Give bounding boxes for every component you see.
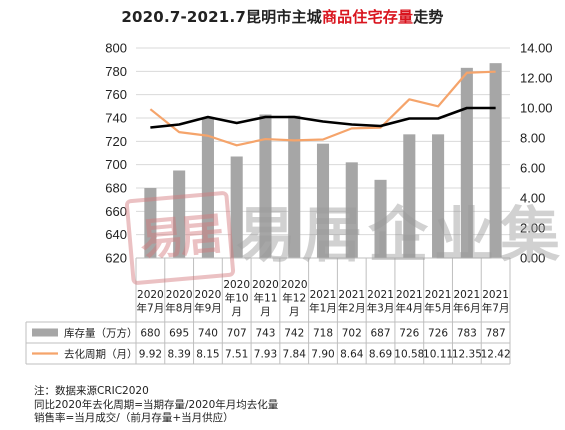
x-category-label: 2020 [281,279,308,291]
x-category-label: 年7月 [137,302,165,315]
y-right-tick-label: 2.00 [520,221,545,236]
data-label-cycle: 7.93 [254,349,277,361]
x-category-label: 年11 [254,292,278,305]
data-label-cycle: 8.69 [369,349,392,361]
x-category-label: 2021 [396,289,423,301]
y-left-tick-label: 740 [105,111,127,126]
x-category-label: 月 [260,306,271,318]
notes: 注：数据来源CRIC2020 同比2020年去化周期=当期存量/2020年月均去… [34,385,278,426]
data-label-inventory: 726 [428,328,448,340]
y-left-tick-label: 680 [105,181,127,196]
y-left-tick-label: 640 [105,227,127,242]
bar [460,67,473,258]
x-category-label: 2020 [252,279,279,291]
data-label-cycle: 10.11 [423,349,453,361]
data-label-cycle: 9.92 [139,349,162,361]
x-category-label: 2020 [166,289,193,301]
bar [230,156,243,258]
x-category-label: 年1月 [309,302,337,315]
y-left-tick-label: 720 [105,134,127,149]
bar [201,118,214,258]
x-category-label: 2021 [367,289,394,301]
note-line: 注：数据来源CRIC2020 [34,385,149,397]
data-label-inventory: 740 [198,328,218,340]
y-right-tick-label: 8.00 [520,131,545,146]
x-category-label: 2020 [137,289,164,301]
data-label-inventory: 743 [255,328,275,340]
data-label-inventory: 783 [457,328,477,340]
data-label-cycle: 7.90 [311,349,334,361]
data-label-inventory: 742 [284,328,304,340]
data-label-inventory: 695 [169,328,189,340]
data-label-cycle: 12.42 [481,349,511,361]
bar [489,63,502,258]
y-left-tick-label: 760 [105,87,127,102]
bar [316,143,330,258]
y-left-tick-label: 620 [105,251,127,266]
bar [288,115,301,259]
x-category-label: 2021 [453,289,480,301]
data-label-inventory: 702 [342,328,362,340]
x-category-label: 2021 [338,289,365,301]
x-category-label: 月 [289,306,300,318]
chart-title: 2020.7-2021.7昆明市主城商品住宅存量走势 [121,8,444,26]
y-left-tick-label: 660 [105,204,127,219]
note-line: 销售率=当月成交/（前月存量+当月供应） [34,412,234,424]
data-label-cycle: 7.51 [225,349,248,361]
data-label-cycle: 8.64 [340,349,364,361]
x-category-label: 2020 [223,279,250,291]
x-category-label: 年9月 [194,302,222,315]
y-left-tick-label: 700 [105,157,127,172]
bar [259,114,272,258]
x-category-label: 年10 [225,292,249,305]
x-category-label: 2021 [482,289,509,301]
data-label-cycle: 12.35 [452,349,482,361]
x-category-label: 年6月 [453,302,481,315]
bar [173,170,186,258]
data-label-inventory: 680 [140,328,160,340]
data-label-inventory: 787 [486,328,506,340]
x-category-label: 2021 [425,289,452,301]
y-right-tick-label: 14.00 [520,41,553,56]
x-category-label: 年2月 [338,302,366,315]
y-right-tick-label: 6.00 [520,161,545,176]
y-left-tick-label: 800 [105,41,127,56]
x-category-label: 月 [231,306,242,318]
data-label-inventory: 707 [227,328,247,340]
x-category-label: 年7月 [482,302,510,315]
data-label-cycle: 8.15 [196,349,219,361]
legend-key-bar [32,328,58,337]
note-line: 同比2020年去化周期=当期存量/2020年月均去化量 [34,398,279,411]
bar [374,179,387,258]
legend-label-bar: 库存量（万方） [64,327,138,340]
y-right-tick-label: 12.00 [520,71,553,86]
y-right-tick-label: 0.00 [520,251,545,266]
x-category-label: 2020 [195,289,222,301]
bar [432,134,445,258]
data-label-cycle: 10.58 [394,349,424,361]
x-category-label: 2021 [310,289,337,301]
bar [345,162,358,258]
data-label-inventory: 718 [313,328,333,340]
x-category-label: 年4月 [395,302,423,315]
x-category-label: 年8月 [165,302,193,315]
data-label-inventory: 726 [399,328,419,340]
data-label-inventory: 687 [371,328,391,340]
bar [403,134,416,258]
bar [144,188,157,258]
x-category-label: 年3月 [367,302,395,315]
data-label-cycle: 8.39 [167,349,190,361]
legend-label-line: 去化周期（月） [64,348,138,361]
y-right-tick-label: 10.00 [520,101,553,116]
x-category-label: 年12 [282,292,306,305]
data-label-cycle: 7.84 [283,349,307,361]
series-line-orange [149,70,496,147]
x-category-label: 年5月 [424,302,452,315]
y-right-tick-label: 4.00 [520,191,545,206]
y-left-tick-label: 780 [105,64,127,79]
